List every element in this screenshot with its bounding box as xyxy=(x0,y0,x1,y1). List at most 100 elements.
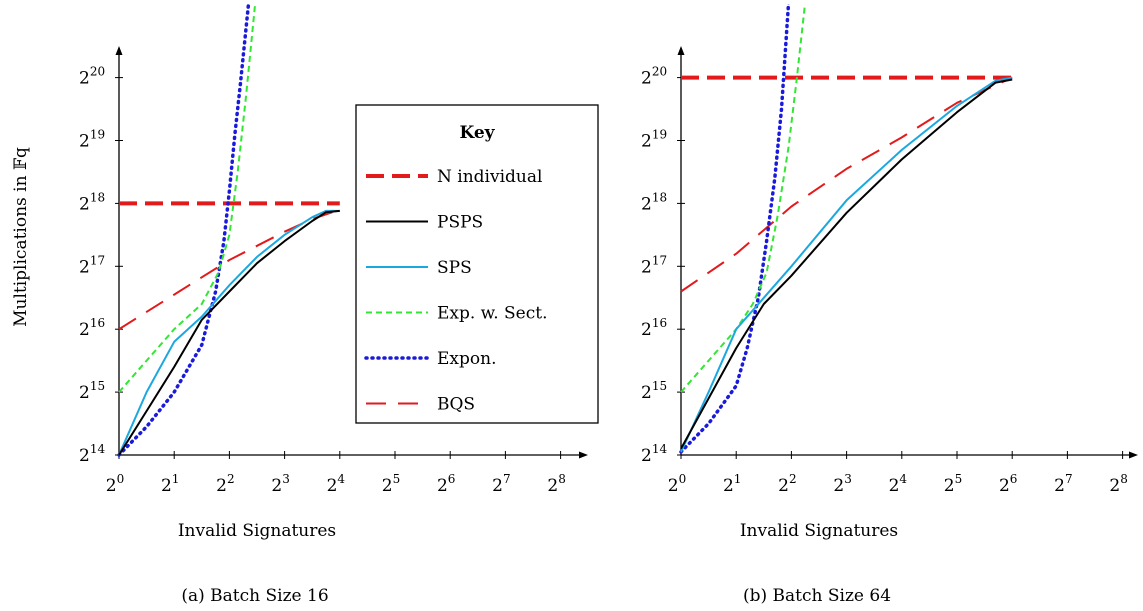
y-tick-base: 2 xyxy=(641,320,652,340)
y-tick-base: 2 xyxy=(79,257,90,277)
x-tick-base: 2 xyxy=(1054,476,1065,496)
legend-title: Key xyxy=(459,123,495,143)
legend-label-n-individual: N individual xyxy=(437,167,542,187)
x-tick-label: 28 xyxy=(547,472,565,496)
x-tick-exp: 1 xyxy=(172,472,180,486)
y-tick-base: 2 xyxy=(79,320,90,340)
series-group xyxy=(117,4,341,457)
y-tick-exp: 16 xyxy=(652,316,667,330)
x-tick-base: 2 xyxy=(999,476,1010,496)
x-tick-base: 2 xyxy=(492,476,503,496)
legend-label-psps: PSPS xyxy=(437,213,483,233)
x-tick-label: 24 xyxy=(889,472,908,496)
legend-label-exp-w-sect: Exp. w. Sect. xyxy=(437,304,548,324)
y-tick-label: 216 xyxy=(641,316,667,340)
y-tick-exp: 17 xyxy=(652,253,667,267)
x-tick-exp: 0 xyxy=(117,472,125,486)
x-tick-exp: 5 xyxy=(955,472,963,486)
y-tick-exp: 17 xyxy=(90,253,105,267)
x-tick-exp: 0 xyxy=(679,472,687,486)
x-tick-label: 21 xyxy=(161,472,179,496)
x-tick-exp: 6 xyxy=(1010,472,1018,486)
y-tick-exp: 16 xyxy=(90,316,105,330)
series-line-exp-w-sect xyxy=(680,4,806,393)
x-tick-base: 2 xyxy=(437,476,448,496)
x-axis-label: Invalid Signatures xyxy=(740,521,898,541)
y-tick-label: 217 xyxy=(641,253,667,277)
y-tick-exp: 19 xyxy=(90,128,105,142)
x-tick-exp: 4 xyxy=(899,472,907,486)
y-tick-label: 219 xyxy=(641,128,667,152)
y-tick-exp: 15 xyxy=(652,379,667,393)
x-tick-label: 27 xyxy=(1054,472,1072,496)
y-tick-base: 2 xyxy=(79,194,90,214)
y-tick-exp: 19 xyxy=(652,128,667,142)
x-tick-base: 2 xyxy=(778,476,789,496)
series-group xyxy=(679,4,1013,454)
x-tick-base: 2 xyxy=(668,476,679,496)
y-tick-exp: 14 xyxy=(90,442,106,456)
y-tick-base: 2 xyxy=(79,446,90,466)
series-line-exp-w-sect xyxy=(118,4,257,393)
x-axis-label: Invalid Signatures xyxy=(178,521,336,541)
panel-caption: (a) Batch Size 16 xyxy=(181,586,328,606)
y-tick-label: 217 xyxy=(79,253,105,277)
x-tick-label: 24 xyxy=(327,472,346,496)
y-axis-label: Multiplications in 𝔽q xyxy=(11,147,31,327)
y-tick-base: 2 xyxy=(79,69,90,89)
y-tick-label: 218 xyxy=(79,190,105,214)
x-tick-base: 2 xyxy=(161,476,172,496)
panel-caption: (b) Batch Size 64 xyxy=(743,586,891,606)
y-tick-exp: 15 xyxy=(90,379,105,393)
y-tick-base: 2 xyxy=(641,257,652,277)
x-tick-exp: 8 xyxy=(1120,472,1128,486)
y-axis-arrow xyxy=(115,46,123,55)
x-tick-exp: 6 xyxy=(448,472,456,486)
series-line-expon xyxy=(117,4,251,457)
y-tick-exp: 18 xyxy=(652,190,667,204)
y-tick-label: 220 xyxy=(79,65,105,89)
y-tick-base: 2 xyxy=(79,132,90,152)
series-line-psps xyxy=(680,78,1013,450)
x-tick-exp: 7 xyxy=(503,472,511,486)
legend-label-bqs: BQS xyxy=(437,395,475,415)
y-tick-base: 2 xyxy=(641,446,652,466)
y-tick-label: 214 xyxy=(79,442,105,466)
x-tick-label: 23 xyxy=(833,472,851,496)
y-tick-base: 2 xyxy=(641,69,652,89)
x-tick-exp: 2 xyxy=(789,472,797,486)
y-tick-label: 216 xyxy=(79,316,105,340)
x-tick-exp: 4 xyxy=(337,472,345,486)
x-tick-label: 25 xyxy=(944,472,962,496)
x-tick-label: 22 xyxy=(216,472,234,496)
x-tick-base: 2 xyxy=(216,476,227,496)
x-tick-base: 2 xyxy=(889,476,900,496)
y-tick-base: 2 xyxy=(79,383,90,403)
series-line-sps xyxy=(118,209,340,456)
y-tick-label: 218 xyxy=(641,190,667,214)
x-tick-label: 23 xyxy=(271,472,289,496)
series-line-bqs xyxy=(680,76,1013,293)
x-tick-label: 20 xyxy=(668,472,686,496)
legend: Key N individual PSPS SPS Exp. w. Sect. Expon… xyxy=(355,104,599,424)
y-tick-label: 219 xyxy=(79,128,105,152)
x-axis-arrow xyxy=(1129,451,1138,459)
y-tick-exp: 14 xyxy=(652,442,668,456)
x-tick-base: 2 xyxy=(382,476,393,496)
x-tick-base: 2 xyxy=(944,476,955,496)
x-tick-exp: 3 xyxy=(282,472,290,486)
chart-panel-a: 20 21 22 23 24 25 26 27 28214215216217218219220I… xyxy=(11,4,588,606)
x-tick-label: 28 xyxy=(1109,472,1127,496)
x-tick-exp: 3 xyxy=(844,472,852,486)
y-tick-label: 214 xyxy=(641,442,667,466)
x-tick-exp: 1 xyxy=(734,472,742,486)
x-tick-base: 2 xyxy=(833,476,844,496)
legend-label-expon: Expon. xyxy=(437,349,496,369)
x-tick-base: 2 xyxy=(271,476,282,496)
x-tick-base: 2 xyxy=(547,476,558,496)
x-tick-label: 20 xyxy=(106,472,124,496)
x-tick-label: 25 xyxy=(382,472,400,496)
y-tick-exp: 18 xyxy=(90,190,105,204)
x-tick-exp: 2 xyxy=(227,472,235,486)
y-tick-base: 2 xyxy=(641,194,652,214)
